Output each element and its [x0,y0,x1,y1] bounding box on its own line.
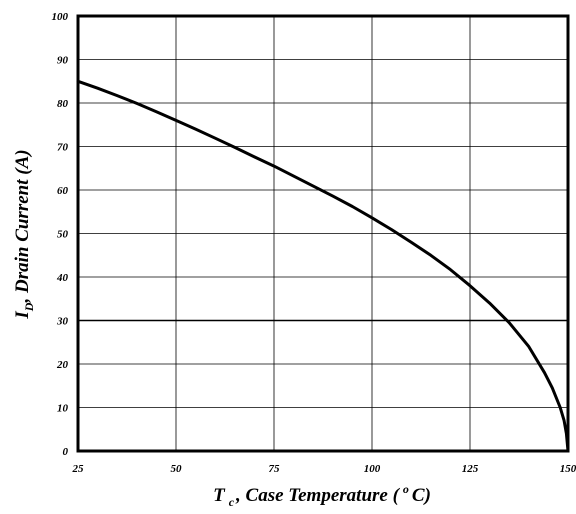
y-axis-label-rest: , Drain Current (A) [12,149,33,303]
grid-lines [78,16,568,451]
x-tick-label-150: 150 [560,463,576,475]
x-axis-symbol: T [213,485,226,506]
y-tick-label-90: 90 [57,55,69,67]
y-tick-label-0: 0 [63,446,69,458]
y-tick-label-10: 10 [57,403,69,415]
y-tick-labels: 0 10 20 30 40 50 60 70 80 90 100 [52,11,69,458]
x-axis-label-rest: , Case Temperature ( [235,485,401,506]
x-tick-label-100: 100 [364,463,381,475]
series-layer [78,81,568,451]
y-tick-label-40: 40 [56,272,69,284]
y-axis-subscript: D [22,302,36,312]
series-line-0 [78,81,568,451]
x-tick-label-25: 25 [72,463,85,475]
x-tick-labels: 25 50 75 100 125 150 [72,463,576,475]
x-axis-unit: C) [412,485,431,506]
x-axis-degree-superscript: o [403,482,409,496]
x-tick-label-125: 125 [462,463,479,475]
y-tick-label-100: 100 [52,11,69,23]
x-axis-subscript: c [229,495,235,509]
x-tick-label-50: 50 [171,463,183,475]
y-tick-label-50: 50 [57,229,69,241]
y-tick-label-30: 30 [56,316,69,328]
y-tick-label-20: 20 [56,359,69,371]
y-axis-title: ID, Drain Current (A) [12,149,36,319]
x-tick-label-75: 75 [269,463,281,475]
y-tick-label-70: 70 [57,142,69,154]
y-tick-label-60: 60 [57,185,69,197]
y-tick-label-80: 80 [57,98,69,110]
